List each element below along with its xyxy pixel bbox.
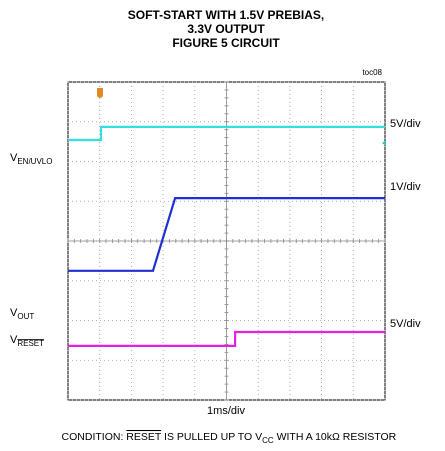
trace xyxy=(68,197,385,272)
condition-text: WITH A 10kΩ RESISTOR xyxy=(274,431,397,443)
condition-text: RESET xyxy=(126,431,162,443)
figure-id: toc08 xyxy=(362,68,382,77)
chart-title: FIGURE 5 CIRCUIT xyxy=(172,36,280,50)
condition-text: IS PULLED UP TO V xyxy=(161,431,262,443)
channel-label-sub: EN/UVLO xyxy=(17,157,52,166)
trace xyxy=(68,330,385,347)
channel-label: VRESET xyxy=(10,334,44,348)
x-label: 1ms/div xyxy=(207,405,245,417)
trace xyxy=(68,125,385,142)
channel-label: VOUT xyxy=(10,307,34,321)
channel-scale: 1V/div xyxy=(390,181,421,193)
condition-text: CC xyxy=(262,436,274,445)
channel-label-sub: OUT xyxy=(17,312,34,321)
chart-title: SOFT-START WITH 1.5V PREBIAS, xyxy=(128,8,324,22)
traces xyxy=(68,125,385,347)
channel-scale: 5V/div xyxy=(390,118,421,130)
condition-text: CONDITION: xyxy=(62,431,127,443)
condition: CONDITION: RESET IS PULLED UP TO VCC WIT… xyxy=(47,431,405,445)
channel-label: VEN/UVLO xyxy=(10,152,52,166)
channel-label-main: V xyxy=(10,307,18,319)
channel-scale: 5V/div xyxy=(390,318,421,330)
chart-title: 3.3V OUTPUT xyxy=(187,22,265,36)
channel-label-sub: RESET xyxy=(17,339,44,348)
channel-label-main: V xyxy=(10,334,18,346)
level-marker xyxy=(382,140,386,146)
trigger-marker xyxy=(97,88,103,98)
grid xyxy=(67,81,386,401)
channel-label-main: V xyxy=(10,152,18,164)
